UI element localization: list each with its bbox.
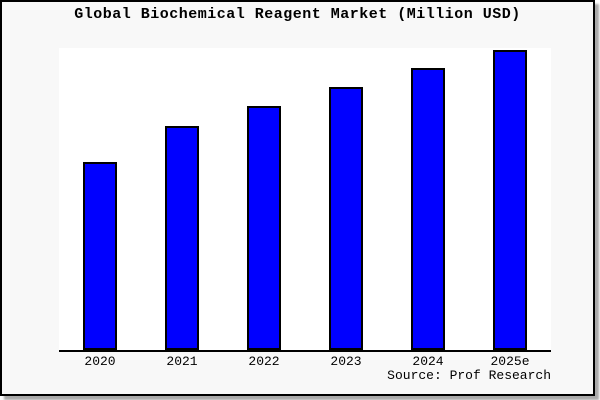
x-tick-label-2021: 2021 — [166, 354, 198, 369]
bar-2024 — [411, 68, 445, 350]
x-tick-label-2023: 2023 — [330, 354, 362, 369]
x-tick-label-2022: 2022 — [248, 354, 280, 369]
x-tick-label-2024: 2024 — [412, 354, 444, 369]
bar-2023 — [329, 87, 363, 350]
bar-2022 — [247, 106, 281, 350]
bar-2025e — [493, 50, 527, 350]
chart-title: Global Biochemical Reagent Market (Milli… — [74, 6, 521, 23]
bar-2020 — [83, 162, 117, 350]
source-note: Source: Prof Research — [387, 368, 551, 383]
plot-area — [59, 48, 551, 352]
bar-2021 — [165, 126, 199, 350]
x-tick-label-2020: 2020 — [84, 354, 116, 369]
x-tick-label-2025e: 2025e — [490, 354, 530, 369]
